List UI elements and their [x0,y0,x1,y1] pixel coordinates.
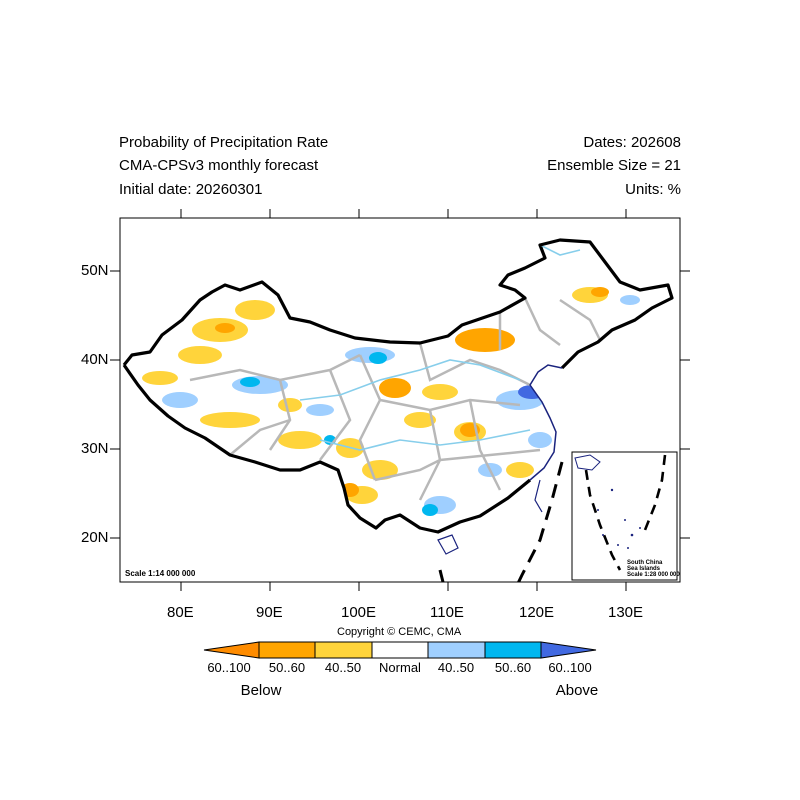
title-line-3: Initial date: 20260301 [119,181,263,198]
inset-scale: Scale 1:28 000 000 [627,572,680,578]
map-scale: Scale 1:14 000 000 [125,569,196,578]
colorbar-above-50-60 [484,641,542,659]
colorbar-normal [371,641,429,659]
lat-label-30n: 30N [81,440,109,457]
ensemble-label: Ensemble Size = 21 [547,157,681,174]
inset-title-1: South China [627,560,663,566]
coastline [529,364,563,481]
inset-frame [571,451,678,581]
below-label: Below [240,682,282,699]
hainan-island [437,534,459,555]
colorbar-below-60-100 [203,641,260,659]
lat-label-20n: 20N [81,529,109,546]
lon-label-120e: 120E [519,604,555,621]
copyright: Copyright © CEMC, CMA [337,626,462,638]
cb-label-above-40-50: 40..50 [437,660,475,675]
rivers [299,244,581,451]
colorbar-below-40-50 [314,641,373,659]
national-border [122,238,674,534]
colorbar-above-40-50 [427,641,486,659]
cb-label-above-60-100: 60..100 [548,660,592,675]
lon-label-130e: 130E [608,604,644,621]
axis-ticks [110,209,690,591]
above-label: Above [555,682,599,699]
title-line-2: CMA-CPSv3 monthly forecast [119,157,319,174]
cb-label-below-50-60: 50..60 [268,660,306,675]
lon-label-110e: 110E [430,604,464,621]
inset-title-2: Sea Islands [627,566,661,572]
lon-label-80e: 80E [167,604,194,621]
title-line-1: Probability of Precipitation Rate [119,134,329,151]
cb-label-below-40-50: 40..50 [324,660,362,675]
inset-boundary [584,454,667,571]
lon-label-90e: 90E [256,604,283,621]
cb-label-below-60-100: 60..100 [207,660,251,675]
inset-coast [574,454,601,471]
colorbar [203,641,597,659]
maritime-boundary [438,461,564,582]
cb-label-above-50-60: 50..60 [494,660,532,675]
units-label: Units: % [625,181,681,198]
colorbar-above-60-100 [540,641,597,659]
province-borders [189,297,602,501]
taiwan-coast [534,479,543,513]
lon-label-100e: 100E [341,604,377,621]
colorbar-below-50-60 [258,641,316,659]
dates-label: Dates: 202608 [583,134,681,151]
lat-label-50n: 50N [81,262,109,279]
lat-label-40n: 40N [81,351,109,368]
cb-label-normal: Normal [379,660,421,675]
inset-islands [597,488,641,549]
